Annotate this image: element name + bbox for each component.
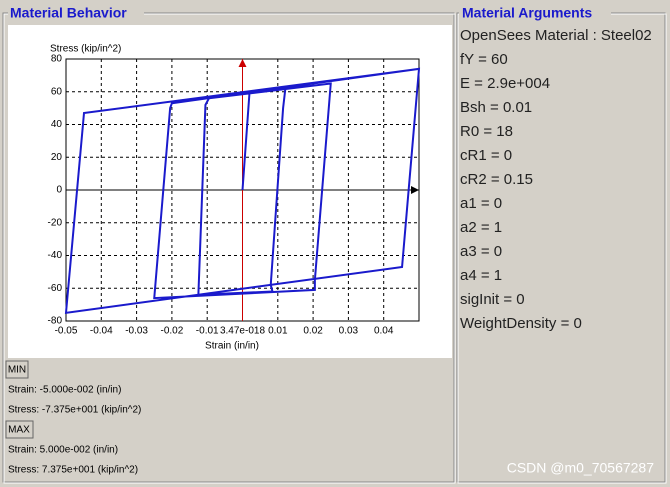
min-stress: Stress: -7.375e+001 (kip/in^2) [8, 405, 141, 416]
argument-line: a1 = 0 [460, 195, 502, 212]
chart-area [8, 25, 452, 358]
title-mask [8, 10, 144, 18]
max-stress: Stress: 7.375e+001 (kip/in^2) [8, 465, 138, 476]
y-tick-label: 20 [51, 152, 63, 163]
y-tick-label: -60 [48, 283, 63, 294]
y-axis-label: Stress (kip/in^2) [50, 44, 121, 55]
argument-line: cR2 = 0.15 [460, 171, 533, 188]
argument-list: OpenSees Material : Steel02 fY = 60 E = 2.… [460, 27, 652, 332]
argument-line: a2 = 1 [460, 219, 502, 236]
x-tick-label: -0.03 [125, 326, 148, 337]
argument-line: cR1 = 0 [460, 147, 512, 164]
y-tick-label: -80 [48, 316, 63, 327]
x-tick-label: 3.47e-018 [220, 326, 265, 337]
x-tick-label: -0.01 [196, 326, 219, 337]
x-tick-label: -0.05 [55, 326, 78, 337]
max-strain: Strain: 5.000e-002 (in/in) [8, 445, 118, 456]
x-axis-label: Strain (in/in) [205, 341, 259, 352]
y-tick-label: 80 [51, 54, 63, 65]
x-tick-label: 0.04 [374, 326, 394, 337]
min-button[interactable] [5, 360, 29, 379]
min-strain: Strain: -5.000e-002 (in/in) [8, 385, 121, 396]
argument-line: Bsh = 0.01 [460, 99, 532, 116]
panel-title: Material Behavior [10, 5, 127, 21]
argument-line: a3 = 0 [460, 243, 502, 260]
x-tick-label: -0.02 [161, 326, 184, 337]
max-button[interactable] [5, 420, 34, 439]
argument-line: R0 = 18 [460, 123, 513, 140]
x-tick-label: 0.02 [303, 326, 323, 337]
x-tick-label: 0.01 [268, 326, 288, 337]
argument-line: fY = 60 [460, 51, 508, 68]
argument-line: E = 2.9e+004 [460, 75, 550, 92]
title-mask [459, 10, 611, 18]
plot: 80 60 40 20 0 -20 -40 -60 -80-0.05 -0.04 -0.03 -0.0… [48, 54, 421, 337]
argument-line: sigInit = 0 [460, 291, 525, 308]
y-tick-label: -20 [48, 217, 63, 228]
min-button-label[interactable]: MIN [8, 365, 26, 376]
group-box [3, 13, 456, 484]
panel-title: Material Arguments [462, 5, 592, 21]
y-tick-label: 0 [56, 185, 62, 196]
watermark: CSDN @m0_70567287 [507, 460, 655, 476]
x-tick-label: -0.04 [90, 326, 113, 337]
y-tick-label: 40 [51, 119, 63, 130]
x-axis-arrow [411, 186, 419, 194]
hysteresis-curve [64, 67, 421, 314]
y-axis-arrow [238, 59, 247, 67]
y-tick-label: -40 [48, 250, 63, 261]
argument-line: WeightDensity = 0 [460, 315, 582, 332]
argument-line: OpenSees Material : Steel02 [460, 27, 652, 44]
max-button-label[interactable]: MAX [8, 425, 30, 436]
y-tick-label: 60 [51, 86, 63, 97]
group-box [2, 12, 455, 483]
argument-line: a4 = 1 [460, 267, 502, 284]
x-tick-label: 0.03 [339, 326, 359, 337]
